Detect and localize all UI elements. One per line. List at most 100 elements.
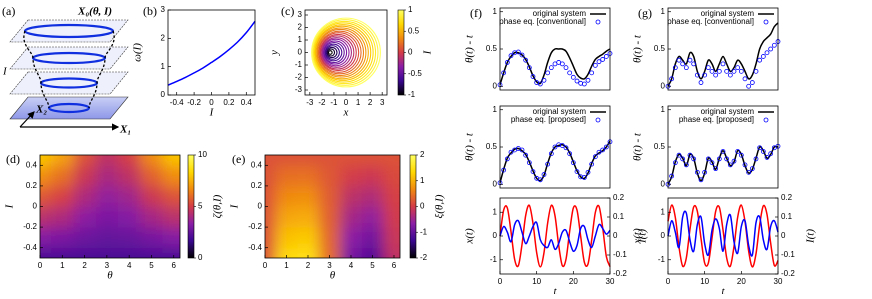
heatmap-cell — [361, 247, 384, 258]
heatmap-cell — [265, 247, 277, 258]
heatmap-cell — [275, 185, 298, 207]
marker — [574, 78, 580, 84]
curve-label: X₀(θ, I) — [77, 6, 112, 18]
heatmap-cell — [340, 165, 363, 187]
y-tick-label: 0.5 — [486, 44, 498, 53]
y-tick-label: -0.4 — [248, 243, 262, 252]
line — [499, 204, 611, 268]
heatmap-cell — [340, 206, 363, 228]
x-tick-label: 0 — [263, 261, 268, 270]
marker — [764, 155, 770, 160]
heatmap — [40, 155, 180, 258]
marker — [515, 49, 521, 55]
heatmap-cell — [73, 165, 97, 187]
heatmap-cell — [361, 227, 384, 249]
y-tick-label: 1 — [493, 207, 498, 216]
marker — [552, 144, 558, 150]
colorbar — [409, 154, 417, 259]
x-tick-label: 10 — [532, 277, 541, 286]
legend-label: original system — [533, 9, 587, 18]
line — [667, 145, 779, 185]
line — [499, 140, 611, 183]
colorbar-tick-label: 0 — [198, 253, 203, 262]
marker — [753, 156, 759, 162]
x-tick-label: 3 — [105, 261, 110, 270]
marker — [541, 172, 547, 177]
heatmap-cell — [318, 247, 341, 258]
heatmap-cell — [140, 206, 164, 228]
heatmap-cell — [40, 227, 52, 249]
marker — [720, 149, 726, 154]
marker — [716, 68, 722, 74]
axis-label: I — [2, 66, 8, 78]
colorbar-tick-label: 1 — [408, 5, 413, 14]
marker — [559, 143, 565, 148]
marker — [526, 65, 532, 71]
marker — [530, 169, 536, 175]
marker — [545, 161, 551, 167]
y-tick-label: 0.2 — [26, 181, 38, 190]
contour — [325, 45, 340, 60]
heatmap-cell — [73, 155, 97, 166]
marker — [600, 147, 606, 153]
colorbar-label: I — [422, 49, 434, 55]
marker — [504, 156, 510, 162]
plot-frame — [499, 197, 611, 275]
heatmap-cell — [297, 247, 320, 258]
marker — [672, 65, 678, 71]
y-tick-label: -0.2 — [23, 222, 37, 231]
marker — [694, 72, 700, 78]
heatmap — [265, 155, 400, 258]
marker — [603, 144, 609, 150]
colorbar-tick-label: 0 — [408, 48, 413, 57]
marker — [541, 77, 547, 83]
contour — [313, 22, 374, 83]
heatmap-cell — [140, 155, 164, 166]
marker — [749, 166, 755, 172]
heatmap-cell — [51, 206, 74, 228]
heatmap-cells — [40, 155, 180, 258]
marker — [548, 65, 554, 71]
y2-tick-label: -0.2 — [613, 269, 627, 278]
heatmap-cell — [383, 247, 400, 258]
y-tick-label: 1 — [161, 62, 166, 71]
heatmap-cell — [265, 206, 277, 228]
marker — [537, 81, 543, 87]
marker — [691, 156, 697, 162]
marker — [567, 70, 573, 76]
heatmap-cell — [275, 206, 298, 228]
y-tick-label: 0 — [33, 202, 38, 211]
y-tick-label: 0 — [493, 179, 498, 188]
marker — [581, 81, 587, 87]
x-tick-label: 30 — [774, 277, 783, 286]
heatmap-cell — [95, 227, 119, 249]
heatmap-cell — [162, 185, 180, 207]
contour — [314, 24, 372, 81]
marker — [702, 169, 708, 175]
marker — [768, 151, 774, 157]
marker — [760, 149, 766, 154]
line — [667, 204, 779, 268]
x-axis-label: t — [721, 286, 725, 294]
y2-axis-label: I(t) — [637, 229, 649, 244]
legend-label: phase eq. [conventional] — [667, 17, 754, 26]
marker — [548, 151, 554, 157]
marker — [727, 162, 733, 168]
x-tick-label: 2 — [306, 261, 311, 270]
marker — [731, 158, 737, 164]
marker — [596, 59, 602, 65]
x-axis-label: θ — [330, 270, 336, 282]
panel: (d) 0 1 2 3 4 5 6 -0.4 -0.2 0 0.2 0.4 θ I 0 5 10 ζ(θ,I) — [4, 150, 224, 281]
marker — [760, 54, 766, 59]
heatmap-cell — [140, 165, 164, 187]
x-tick-label: 10 — [700, 277, 709, 286]
heatmap-cell — [275, 247, 298, 258]
contour — [311, 17, 381, 88]
plane — [9, 71, 129, 95]
contour — [321, 37, 352, 68]
y-tick-label: 0 — [661, 81, 666, 90]
dashed-curve — [88, 30, 115, 109]
